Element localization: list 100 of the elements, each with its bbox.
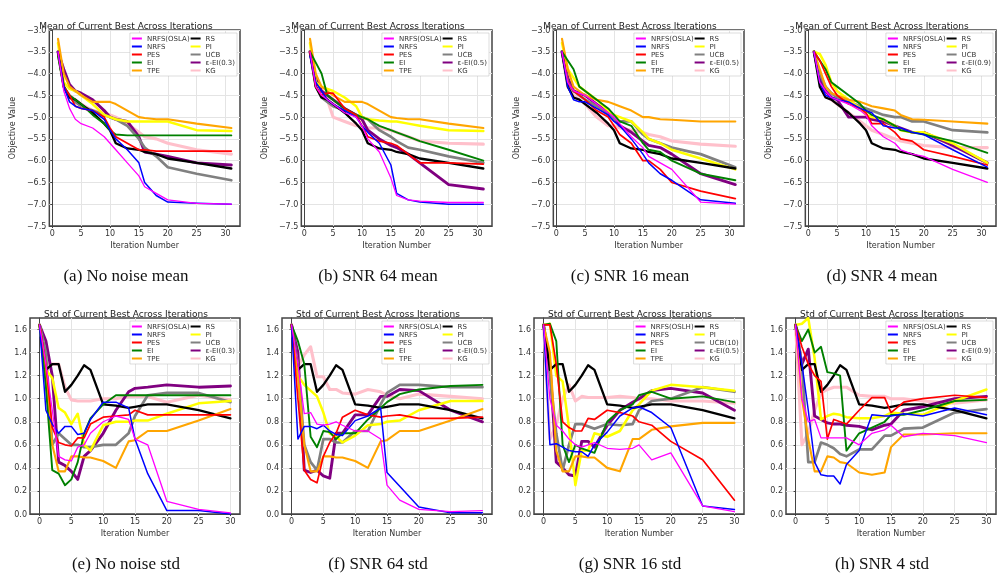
y-tick-label: 0.6 (770, 440, 783, 450)
y-tick-label: −6.5 (26, 177, 47, 187)
x-tick-label: 10 (104, 228, 116, 238)
y-tick-label: −6.0 (782, 156, 803, 166)
y-tick-label: 0.0 (266, 509, 279, 519)
y-tick-label: −5.5 (782, 134, 803, 144)
y-tick-label: 0.8 (770, 417, 783, 427)
x-tick-label: 20 (917, 516, 928, 526)
y-tick-label: −7.5 (278, 221, 299, 231)
y-axis-title: Objective Value (7, 96, 17, 160)
y-tick-label: 1.6 (14, 325, 27, 335)
y-tick-label: −6.0 (278, 156, 299, 166)
text: (f) SNR 64 std (328, 554, 429, 573)
y-tick-label: −6.5 (278, 177, 299, 187)
x-tick-label: 10 (602, 516, 613, 526)
x-tick-label: 30 (472, 228, 483, 238)
x-tick-label: 15 (129, 516, 141, 526)
x-axis-title: Iteration Number (856, 529, 927, 539)
x-tick-label: 25 (947, 228, 958, 238)
y-tick-label: −4.0 (26, 69, 47, 79)
text: (g) SNR 16 std (578, 554, 682, 573)
x-tick-label: 15 (381, 516, 393, 526)
x-tick-label: 20 (918, 228, 929, 238)
y-tick-label: 1.6 (518, 325, 531, 335)
x-tick-label: 5 (320, 516, 326, 526)
y-tick-label: −3.5 (278, 47, 299, 57)
y-tick-label: 1.0 (14, 394, 27, 404)
y-tick-label: −4.5 (26, 90, 47, 100)
x-tick-label: 20 (414, 228, 425, 238)
y-tick-label: 0.6 (14, 440, 27, 450)
y-tick-label: 1.2 (266, 371, 279, 381)
y-tick-label: 1.2 (14, 371, 27, 381)
y-tick-label: −6.0 (26, 156, 47, 166)
x-tick-label: 30 (220, 228, 231, 238)
y-tick-label: 1.0 (770, 394, 783, 404)
x-tick-label: 5 (824, 516, 830, 526)
y-tick-label: 1.4 (770, 348, 783, 358)
x-tick-label: 0 (37, 516, 43, 526)
x-tick-label: 15 (633, 516, 645, 526)
y-tick-label: 1.4 (518, 348, 531, 358)
y-tick-label: −3.5 (530, 47, 551, 57)
x-tick-label: 0 (49, 228, 55, 238)
text: (e) No noise std (71, 554, 181, 573)
x-tick-label: 30 (477, 516, 488, 526)
text: (d) SNR 4 mean (826, 266, 938, 285)
y-tick-label: 1.2 (770, 371, 783, 381)
x-tick-label: 0 (301, 228, 307, 238)
x-tick-label: 0 (541, 516, 547, 526)
x-tick-label: 10 (860, 228, 872, 238)
x-axis-title: Iteration Number (604, 529, 675, 539)
x-tick-label: 10 (608, 228, 620, 238)
chart-title: Std of Current Best Across Iterations (800, 308, 965, 319)
x-tick-label: 25 (191, 228, 202, 238)
y-tick-label: −5.5 (278, 134, 299, 144)
y-tick-label: −5.0 (782, 112, 803, 122)
chart-title: Std of Current Best Across Iterations (548, 308, 713, 319)
x-tick-label: 10 (98, 516, 109, 526)
y-tick-label: 0.4 (14, 463, 27, 473)
y-tick-label: 0.0 (770, 509, 783, 519)
y-tick-label: −6.5 (782, 177, 803, 187)
y-tick-label: −7.5 (530, 221, 551, 231)
x-tick-label: 25 (949, 516, 960, 526)
y-tick-label: 0.0 (14, 509, 27, 519)
y-tick-label: 0.2 (14, 486, 27, 496)
y-tick-label: −5.0 (26, 112, 47, 122)
y-tick-label: 0.8 (266, 417, 279, 427)
x-tick-label: 25 (697, 516, 708, 526)
x-tick-label: 20 (666, 228, 677, 238)
y-tick-label: −5.5 (530, 134, 551, 144)
y-axis-title: Objective Value (763, 96, 773, 160)
y-tick-label: −7.0 (530, 199, 551, 209)
x-tick-label: 0 (805, 228, 811, 238)
x-tick-label: 10 (854, 516, 865, 526)
y-tick-label: 1.0 (518, 394, 531, 404)
x-tick-label: 20 (162, 228, 173, 238)
chart-title: Std of Current Best Across Iterations (296, 308, 461, 319)
x-tick-label: 10 (356, 228, 368, 238)
x-tick-label: 30 (225, 516, 236, 526)
x-tick-label: 15 (889, 228, 900, 238)
y-axis-title: Objective Value (259, 96, 269, 160)
y-tick-label: −6.5 (530, 177, 551, 187)
x-tick-label: 25 (443, 228, 454, 238)
y-tick-label: 1.4 (266, 348, 279, 358)
y-tick-label: 1.4 (14, 348, 27, 358)
y-tick-label: −4.0 (782, 69, 803, 79)
y-tick-label: −7.0 (278, 199, 299, 209)
y-tick-label: −5.0 (278, 112, 299, 122)
x-axis-title: Iteration Number (352, 529, 423, 539)
x-tick-label: 5 (330, 228, 336, 238)
x-tick-label: 30 (976, 228, 987, 238)
y-tick-label: −5.5 (26, 134, 47, 144)
x-tick-label: 20 (161, 516, 172, 526)
y-tick-label: 0.2 (518, 486, 531, 496)
y-tick-label: −4.5 (782, 90, 803, 100)
y-tick-label: −4.5 (530, 90, 551, 100)
chart-title: Std of Current Best Across Iterations (44, 308, 209, 319)
y-tick-label: −7.5 (782, 221, 803, 231)
x-tick-label: 25 (695, 228, 706, 238)
y-tick-label: 1.2 (518, 371, 531, 381)
x-tick-label: 15 (885, 516, 897, 526)
